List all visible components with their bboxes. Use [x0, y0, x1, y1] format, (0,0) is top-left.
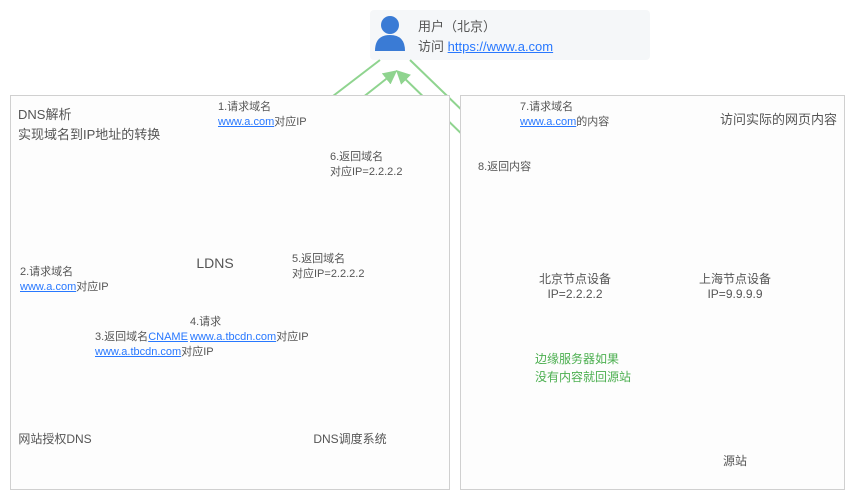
edge-6-label: 6.返回域名 对应IP=2.2.2.2 — [330, 150, 402, 181]
edge-5-label: 5.返回域名 对应IP=2.2.2.2 — [292, 252, 364, 283]
auth-dns-label: 网站授权DNS — [5, 430, 105, 447]
e6-suffix: 对应IP=2.2.2.2 — [330, 165, 402, 180]
shanghai-l1: 上海节点设备 — [685, 270, 785, 287]
edge-1-label: 1.请求域名 www.a.com对应IP — [218, 100, 307, 131]
left-title-line1: DNS解析 — [18, 105, 160, 125]
origin-note: 边缘服务器如果 没有内容就回源站 — [535, 350, 631, 386]
ldns-label: LDNS — [165, 255, 265, 271]
beijing-label: 北京节点设备 IP=2.2.2.2 — [525, 270, 625, 301]
visit-label: 访问 https://www.a.com — [418, 38, 553, 56]
e2-link[interactable]: www.a.com — [20, 281, 76, 293]
edge-4-label: 4.请求 www.a.tbcdn.com对应IP — [190, 315, 309, 346]
e5-suffix: 对应IP=2.2.2.2 — [292, 267, 364, 282]
e7-prefix: 7.请求域名 — [520, 100, 609, 115]
shanghai-l2: IP=9.9.9.9 — [685, 287, 785, 301]
e3-link2[interactable]: www.a.tbcdn.com — [95, 346, 181, 358]
e3-link1[interactable]: CNAME — [148, 331, 188, 343]
right-panel-title: 访问实际的网页内容 — [720, 110, 837, 130]
edge-7-label: 7.请求域名 www.a.com的内容 — [520, 100, 609, 131]
left-title-line2: 实现域名到IP地址的转换 — [18, 125, 160, 145]
e3-prefix: 3.返回域名 — [95, 331, 148, 343]
e5-prefix: 5.返回域名 — [292, 252, 364, 267]
note-l1: 边缘服务器如果 — [535, 350, 631, 368]
e4-link[interactable]: www.a.tbcdn.com — [190, 331, 276, 343]
edge-2-label: 2.请求域名 www.a.com对应IP — [20, 265, 109, 296]
right-panel — [460, 95, 845, 490]
edge-8-label: 8.返回内容 — [478, 160, 531, 175]
left-panel-title: DNS解析 实现域名到IP地址的转换 — [18, 105, 160, 144]
note-l2: 没有内容就回源站 — [535, 368, 631, 386]
user-icon — [375, 16, 405, 51]
e7-link[interactable]: www.a.com — [520, 116, 576, 128]
user-label: 用户（北京） — [418, 18, 496, 36]
shanghai-label: 上海节点设备 IP=9.9.9.9 — [685, 270, 785, 301]
e1-suffix: 对应IP — [274, 116, 306, 128]
e4-prefix: 4.请求 — [190, 315, 309, 330]
e7-suffix: 的内容 — [576, 116, 609, 128]
e2-suffix: 对应IP — [76, 281, 108, 293]
visit-url[interactable]: https://www.a.com — [448, 39, 553, 54]
e1-link[interactable]: www.a.com — [218, 116, 274, 128]
e2-prefix: 2.请求域名 — [20, 265, 109, 280]
origin-label: 源站 — [685, 452, 785, 469]
beijing-l1: 北京节点设备 — [525, 270, 625, 287]
visit-prefix: 访问 — [418, 39, 444, 54]
e3-suffix: 对应IP — [181, 346, 213, 358]
beijing-l2: IP=2.2.2.2 — [525, 287, 625, 301]
dns-sched-label: DNS调度系统 — [300, 430, 400, 447]
e6-prefix: 6.返回域名 — [330, 150, 402, 165]
e4-suffix: 对应IP — [276, 331, 308, 343]
e1-prefix: 1.请求域名 — [218, 100, 307, 115]
